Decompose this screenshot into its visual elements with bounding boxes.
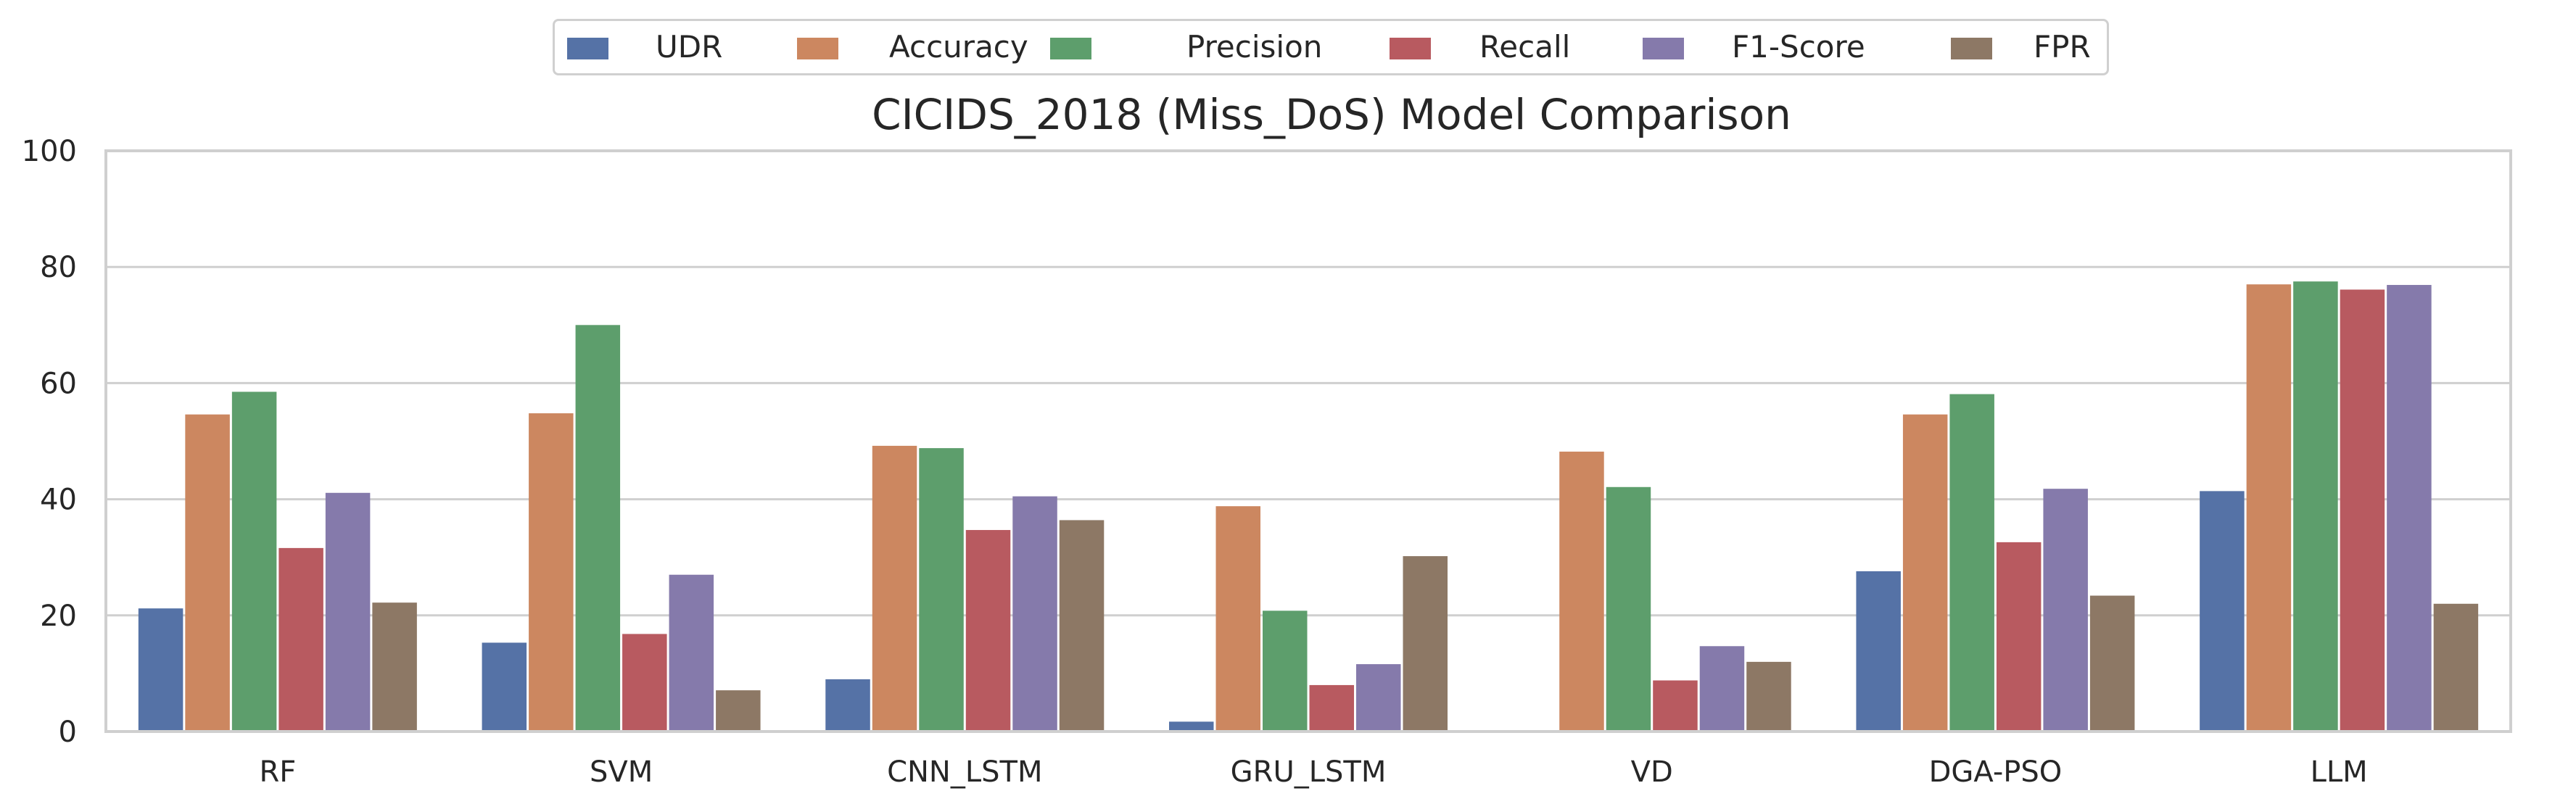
bar-fpr-vd — [1746, 661, 1791, 732]
chart-title: CICIDS_2018 (Miss_DoS) Model Comparison — [872, 90, 1791, 139]
x-tick-label: SVM — [590, 755, 653, 789]
x-tick-label: LLM — [2311, 755, 2368, 789]
bar-f1-score-cnn_lstm — [1012, 496, 1057, 732]
legend-label-f1-score: F1-Score — [1732, 29, 1865, 65]
bar-fpr-cnn_lstm — [1059, 520, 1105, 732]
bar-recall-vd — [1653, 680, 1698, 732]
bar-fpr-gru_lstm — [1403, 556, 1448, 732]
bar-precision-cnn_lstm — [919, 448, 964, 732]
bar-accuracy-llm — [2246, 284, 2292, 732]
legend-label-accuracy: Accuracy — [889, 29, 1028, 65]
bar-udr-cnn_lstm — [825, 679, 870, 732]
legend-swatch-recall — [1390, 38, 1431, 59]
bar-f1-score-llm — [2387, 285, 2432, 732]
bar-precision-dga-pso — [1949, 394, 1994, 732]
bar-accuracy-cnn_lstm — [872, 445, 917, 732]
bar-recall-gru_lstm — [1309, 684, 1354, 732]
y-tick-label: 40 — [40, 484, 77, 517]
bar-f1-score-vd — [1699, 646, 1745, 732]
y-tick-label: 20 — [40, 600, 77, 633]
bars — [138, 281, 2479, 732]
bar-accuracy-rf — [185, 414, 230, 732]
legend-swatch-udr — [567, 38, 608, 59]
bar-accuracy-dga-pso — [1902, 414, 1948, 732]
bar-accuracy-gru_lstm — [1215, 506, 1260, 732]
y-tick-label: 100 — [22, 135, 77, 168]
bar-accuracy-svm — [529, 413, 574, 732]
bar-f1-score-gru_lstm — [1356, 664, 1401, 732]
bar-recall-llm — [2340, 289, 2385, 732]
y-tick-label: 60 — [40, 367, 77, 400]
legend-label-udr: UDR — [656, 29, 722, 65]
bar-precision-gru_lstm — [1263, 610, 1308, 732]
bar-udr-llm — [2200, 491, 2245, 732]
legend-label-fpr: FPR — [2034, 29, 2091, 65]
bar-precision-rf — [231, 392, 277, 732]
bar-recall-dga-pso — [1996, 542, 2042, 732]
bar-precision-llm — [2293, 281, 2338, 732]
legend-label-precision: Precision — [1186, 29, 1322, 65]
bar-udr-svm — [482, 642, 527, 732]
bar-fpr-dga-pso — [2089, 595, 2135, 732]
bar-precision-svm — [575, 325, 621, 732]
axes: 0 20 40 60 80 100 RF SVM CNN_LSTM GRU_LSTM VD DGA-P… — [22, 135, 2512, 789]
bar-f1-score-svm — [669, 574, 714, 732]
bar-accuracy-vd — [1559, 451, 1604, 732]
x-tick-label: CNN_LSTM — [887, 755, 1042, 789]
legend-swatch-f1-score — [1643, 38, 1684, 59]
legend-swatch-precision — [1050, 38, 1091, 59]
bar-recall-rf — [278, 547, 323, 732]
x-tick-label: RF — [259, 755, 296, 789]
x-tick-label: DGA-PSO — [1929, 755, 2063, 789]
y-tick-label: 0 — [59, 716, 77, 749]
bar-udr-rf — [138, 608, 183, 732]
y-tick-label: 80 — [40, 251, 77, 284]
x-tick-label: GRU_LSTM — [1231, 755, 1387, 789]
bar-recall-svm — [622, 634, 667, 732]
bar-udr-dga-pso — [1856, 571, 1901, 732]
plot-frame — [104, 149, 2512, 733]
legend-label-recall: Recall — [1479, 29, 1570, 65]
bar-fpr-llm — [2433, 603, 2479, 732]
legend-swatch-fpr — [1951, 38, 1992, 59]
x-tick-label: VD — [1631, 755, 1673, 789]
bar-precision-vd — [1606, 486, 1651, 732]
bar-udr-gru_lstm — [1169, 721, 1214, 732]
bar-fpr-rf — [372, 602, 417, 732]
bar-f1-score-rf — [325, 492, 371, 732]
bar-recall-cnn_lstm — [965, 530, 1011, 732]
bar-f1-score-dga-pso — [2043, 489, 2088, 732]
bar-fpr-svm — [716, 690, 761, 732]
legend-swatch-accuracy — [797, 38, 838, 59]
